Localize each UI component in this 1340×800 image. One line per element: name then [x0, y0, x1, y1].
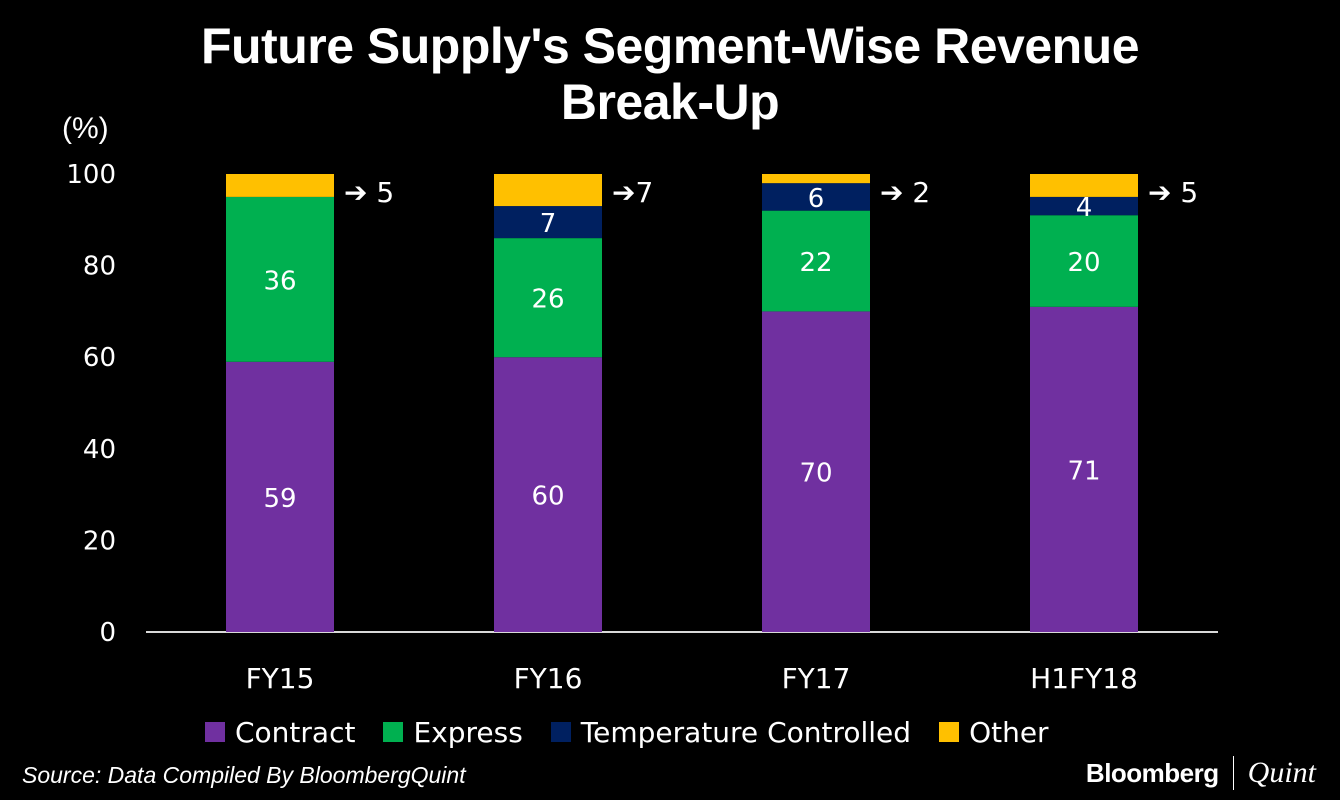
legend-label: Express: [413, 715, 523, 749]
y-tick-label: 0: [99, 618, 116, 648]
stacked-bar-chart: 0 20 40 60 80 100 59 36 ➔ 5 60 26 7 ➔7 70 22 6 ➔ 2 71 20 4…: [66, 160, 1218, 695]
bar-segment-other: [226, 174, 334, 197]
x-category-label: FY16: [514, 662, 583, 695]
y-tick-label: 40: [83, 435, 116, 465]
bar-value-label: 70: [799, 459, 832, 489]
quint-wordmark: Quint: [1247, 756, 1316, 789]
bar-segment-other: [762, 174, 870, 184]
bar-segment-temperature-controlled: [1030, 196, 1138, 216]
source-note: Source: Data Compiled By BloombergQuint: [22, 762, 466, 788]
other-value-callout: ➔ 5: [1148, 176, 1198, 209]
bar-value-label: 71: [1067, 456, 1100, 486]
x-category-label: FY15: [246, 662, 315, 695]
bar-segment-other: [1030, 174, 1138, 197]
y-axis-unit-label: (%): [62, 112, 109, 145]
brand-divider: [1232, 756, 1234, 790]
legend-label: Contract: [235, 715, 356, 749]
legend-label: Other: [969, 715, 1049, 749]
legend-label: Temperature Controlled: [580, 715, 912, 749]
x-axis-categories: FY15 FY16 FY17 H1FY18: [246, 662, 1138, 695]
chart-title: Future Supply's Segment-Wise Revenue Bre…: [200, 18, 1140, 130]
bar-segment-contract: [226, 361, 334, 632]
bar-segment-contract: [1030, 306, 1138, 632]
legend: Contract Express Temperature Controlled Oth…: [205, 712, 1049, 752]
legend-item: Express: [383, 715, 523, 749]
x-category-label: H1FY18: [1030, 662, 1138, 695]
bar-segment-contract: [762, 311, 870, 632]
legend-swatch: [383, 722, 404, 742]
y-tick-label: 20: [83, 526, 116, 556]
other-value-callout: ➔ 2: [880, 176, 930, 209]
legend-item: Contract: [205, 716, 355, 749]
bloomberg-wordmark: Bloomberg: [1085, 757, 1219, 788]
other-value-callout: ➔ 5: [344, 176, 394, 209]
y-tick-label: 100: [66, 160, 116, 190]
bar-segment-express: [1030, 215, 1138, 307]
bar-segment-contract: [494, 357, 602, 632]
bar-stacks: 59 36 ➔ 5 60 26 7 ➔7 70 22 6 ➔ 2 71 20 4 ➔ 5: [226, 174, 1198, 632]
bar-value-label: 7: [540, 209, 557, 239]
legend-swatch: [550, 722, 571, 742]
bar-segment-express: [762, 210, 870, 312]
bar-segment-express: [494, 238, 602, 358]
bar-value-label: 26: [531, 285, 564, 315]
legend-swatch: [939, 722, 960, 742]
legend-item: Other: [939, 716, 1049, 749]
bar-value-label: 22: [799, 248, 832, 278]
bar-value-label: 20: [1067, 248, 1100, 278]
x-category-label: FY17: [782, 662, 851, 695]
bar-value-label: 60: [531, 482, 564, 512]
bar-segment-temperature-controlled: [494, 206, 602, 239]
legend-item: Temperature Controlled: [550, 715, 912, 749]
brand-logo: Bloomberg Quint: [1086, 756, 1316, 790]
other-value-callout: ➔7: [612, 176, 653, 209]
y-tick-label: 60: [83, 343, 116, 373]
y-axis-ticks: 0 20 40 60 80 100: [66, 160, 116, 648]
bar-segment-other: [494, 174, 602, 207]
bar-segment-temperature-controlled: [762, 183, 870, 211]
bar-value-label: 4: [1076, 193, 1093, 223]
bar-value-label: 36: [263, 266, 296, 296]
bar-segment-express: [226, 196, 334, 362]
bar-value-label: 59: [263, 484, 296, 514]
y-tick-label: 80: [83, 252, 116, 282]
legend-swatch: [205, 722, 225, 742]
bar-value-label: 6: [808, 184, 825, 214]
